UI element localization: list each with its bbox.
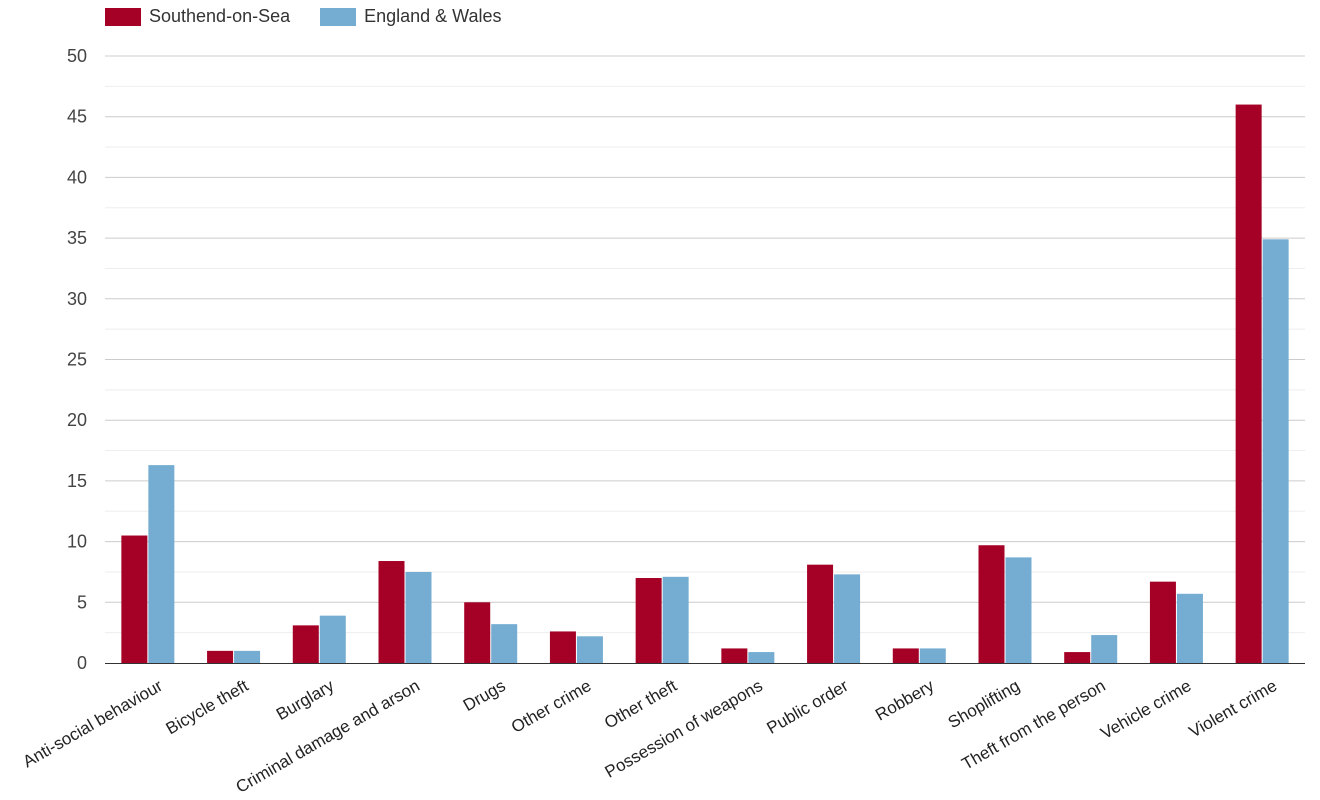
y-tick-label: 35: [67, 228, 87, 248]
bar-series1[interactable]: [207, 650, 234, 663]
legend-swatch-series2: [320, 7, 357, 26]
bar-series1[interactable]: [292, 625, 319, 663]
y-axis: 0 5 10 15 20 25 30 35 40 45 50: [67, 46, 87, 673]
bar-series2[interactable]: [748, 652, 775, 663]
bar-series1[interactable]: [807, 564, 834, 663]
y-tick-label: 0: [77, 653, 87, 673]
bar-series1[interactable]: [635, 578, 662, 663]
x-tick-label: Shoplifting: [945, 676, 1023, 732]
x-tick-label: Theft from the person: [958, 676, 1108, 774]
bars: [121, 104, 1289, 663]
legend-item-series1[interactable]: Southend-on-Sea: [105, 6, 290, 27]
x-tick-label: Other theft: [601, 676, 680, 733]
bar-series1[interactable]: [721, 648, 748, 663]
y-tick-label: 25: [67, 350, 87, 370]
x-tick-label: Other crime: [508, 676, 594, 737]
bar-series2[interactable]: [662, 576, 689, 663]
bar-series2[interactable]: [491, 624, 518, 663]
legend-label-series1: Southend-on-Sea: [149, 6, 291, 26]
bar-series1[interactable]: [464, 602, 491, 663]
bar-series2[interactable]: [234, 650, 261, 663]
legend-swatch-series1: [105, 7, 141, 26]
x-tick-label: Vehicle crime: [1097, 676, 1194, 743]
bar-series1[interactable]: [1235, 104, 1262, 663]
bar-series2[interactable]: [1091, 635, 1118, 663]
legend-item-series2[interactable]: England & Wales: [320, 6, 502, 27]
y-tick-label: 45: [67, 107, 87, 127]
legend-label-series2: England & Wales: [364, 6, 502, 26]
x-tick-label: Possession of weapons: [602, 676, 766, 782]
chart-legend: Southend-on-Sea England & Wales: [105, 6, 502, 27]
y-tick-label: 15: [67, 471, 87, 491]
y-tick-label: 50: [67, 46, 87, 66]
bar-series2[interactable]: [319, 615, 346, 663]
y-tick-label: 10: [67, 532, 87, 552]
bar-series2[interactable]: [1262, 239, 1289, 663]
bar-series2[interactable]: [834, 574, 861, 663]
bar-series2[interactable]: [919, 648, 946, 663]
bar-series1[interactable]: [978, 545, 1005, 663]
x-tick-label: Anti-social behaviour: [20, 676, 166, 772]
bar-series1[interactable]: [549, 631, 576, 663]
x-tick-label: Robbery: [872, 676, 938, 725]
bar-series1[interactable]: [892, 648, 919, 663]
x-tick-label: Violent crime: [1186, 676, 1280, 741]
bar-series1[interactable]: [378, 561, 405, 663]
bar-series1[interactable]: [121, 535, 148, 663]
bar-series1[interactable]: [1149, 581, 1176, 663]
y-tick-label: 40: [67, 167, 87, 187]
bar-series2[interactable]: [148, 465, 175, 663]
x-tick-label: Public order: [764, 676, 852, 738]
x-tick-label: Burglary: [273, 676, 338, 724]
bar-series2[interactable]: [576, 636, 603, 663]
x-tick-label: Drugs: [460, 676, 509, 715]
y-tick-label: 5: [77, 592, 87, 612]
bar-series2[interactable]: [1176, 593, 1203, 663]
y-tick-label: 20: [67, 410, 87, 430]
bar-series2[interactable]: [405, 571, 432, 663]
grid-lines: [105, 55, 1305, 634]
bar-series1[interactable]: [1064, 652, 1091, 663]
x-tick-label: Bicycle theft: [163, 676, 252, 738]
y-tick-label: 30: [67, 289, 87, 309]
bar-series2[interactable]: [1005, 557, 1032, 663]
